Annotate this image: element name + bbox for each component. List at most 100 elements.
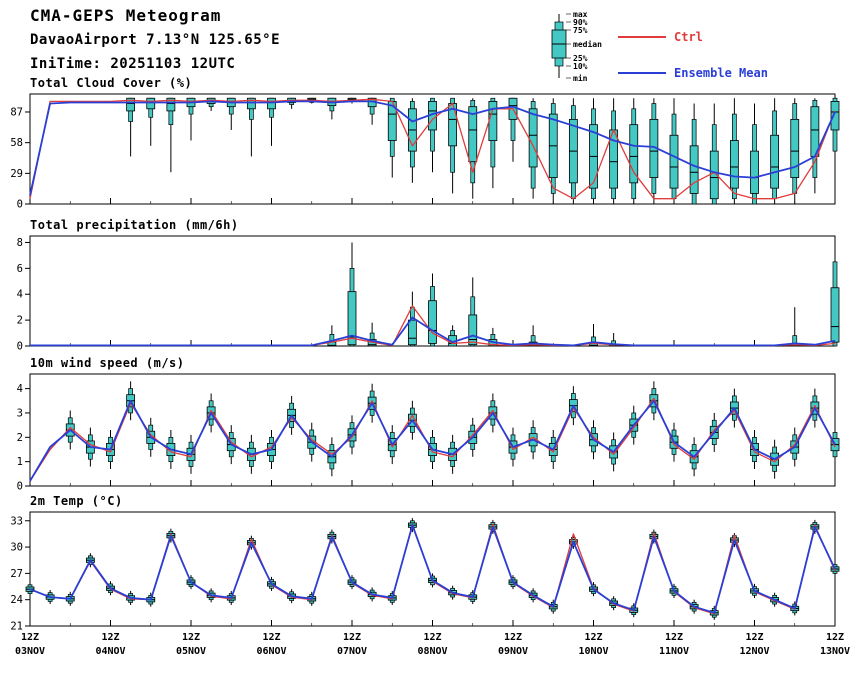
init-time-label: IniTime: 20251103 12UTC [30, 56, 236, 72]
legend-ctrl: Ctrl [618, 30, 703, 44]
box-plot [830, 242, 840, 347]
y-tick-label: 6 [17, 263, 23, 275]
y-tick-label: 1 [17, 456, 23, 468]
y-tick-label: 21 [10, 621, 23, 633]
box-plot [448, 97, 458, 194]
box-plot [428, 97, 437, 173]
box-plot [548, 98, 558, 204]
legend-box-label: 10% [573, 62, 588, 71]
temperature-chart: 21 24 27 30 33 [10, 511, 840, 633]
box-plot [649, 98, 659, 204]
ensemble-mean-line [30, 316, 836, 347]
page-title: CMA-GEPS Meteogram [30, 6, 222, 25]
box-plot [146, 97, 156, 146]
y-tick-label: 58 [10, 137, 23, 149]
x-hour-label: 12Z [584, 632, 602, 643]
x-date-label: 07NOV [337, 646, 367, 657]
ensemble-mean-line [29, 524, 836, 614]
box-plot [126, 97, 136, 157]
time-axis: 12Z 03NOV 12Z 04NOV 12Z 05NOV 12Z 06NOV 12Z 07NOV… [15, 632, 850, 657]
y-tick-label: 0 [17, 199, 23, 211]
y-tick-label: 33 [10, 515, 23, 527]
box-plot [709, 103, 719, 205]
box-plot [568, 98, 578, 204]
y-tick-label: 0 [17, 341, 23, 353]
box-plot [689, 103, 699, 205]
box-plot [830, 425, 840, 465]
box-plot [770, 98, 780, 204]
precipitation-title: Total precipitation (mm/6h) [30, 218, 239, 232]
y-tick-label: 3 [17, 407, 23, 419]
wind-speed-title: 10m wind speed (m/s) [30, 356, 185, 370]
cloud-cover-title: Total Cloud Cover (%) [30, 76, 193, 90]
box-plot [25, 582, 35, 597]
x-hour-label: 12Z [423, 632, 441, 643]
y-tick-label: 87 [10, 106, 23, 118]
box-plot [609, 98, 619, 204]
precipitation-chart: 0 2 4 6 8 [17, 235, 840, 353]
x-hour-label: 12Z [826, 632, 844, 643]
y-tick-label: 4 [17, 289, 23, 301]
legend-box-label: 25% [573, 54, 588, 63]
box-plot [790, 307, 800, 347]
legend-box-label: 90% [573, 18, 588, 27]
box-plot [387, 97, 397, 178]
ctrl-line-swatch [618, 36, 666, 38]
ctrl-line [29, 98, 836, 200]
x-date-label: 09NOV [498, 646, 528, 657]
legend-box-label: median [573, 39, 602, 49]
box-plot [810, 98, 820, 194]
box-plot [166, 97, 176, 173]
box-plot [629, 98, 639, 204]
x-hour-label: 12Z [504, 632, 522, 643]
box-plot [729, 98, 739, 204]
x-date-label: 03NOV [15, 646, 45, 657]
legend-box-label: max [573, 10, 588, 19]
y-tick-label: 27 [10, 568, 23, 580]
wind-speed-chart: 0 1 2 3 4 [17, 373, 840, 493]
x-date-label: 12NOV [739, 646, 769, 657]
cloud-cover-chart: 0 29 58 87 [10, 93, 840, 211]
box-plot [267, 97, 276, 146]
legend-box-label: min [573, 73, 588, 83]
temperature-title: 2m Temp (°C) [30, 494, 123, 508]
legend-box-label: 75% [573, 26, 588, 35]
x-hour-label: 12Z [182, 632, 200, 643]
x-date-label: 13NOV [820, 646, 850, 657]
ensemble-mean-line [29, 399, 836, 482]
box-plot [246, 97, 256, 157]
x-hour-label: 12Z [745, 632, 763, 643]
x-date-label: 11NOV [659, 646, 689, 657]
x-date-label: 10NOV [578, 646, 608, 657]
y-tick-label: 30 [10, 542, 23, 554]
box-plot [468, 277, 478, 347]
x-date-label: 05NOV [176, 646, 206, 657]
y-tick-label: 8 [17, 237, 23, 249]
x-hour-label: 12Z [101, 632, 119, 643]
ensemble-mean-label: Ensemble Mean [674, 66, 768, 80]
y-tick-label: 29 [10, 168, 23, 180]
ensemble-mean-line-swatch [618, 72, 666, 74]
box-plot [347, 242, 357, 347]
box-plot [669, 98, 679, 204]
x-date-label: 04NOV [95, 646, 125, 657]
station-label: DavaoAirport 7.13°N 125.65°E [30, 32, 281, 48]
y-tick-label: 24 [10, 594, 23, 606]
ensemble-mean-line [29, 100, 836, 196]
box-plot [750, 103, 759, 205]
box-plot [407, 98, 417, 183]
x-hour-label: 12Z [665, 632, 683, 643]
ctrl-label: Ctrl [674, 30, 703, 44]
y-tick-label: 2 [17, 315, 23, 327]
y-tick-label: 4 [17, 383, 23, 395]
box-plot [186, 97, 196, 141]
x-hour-label: 12Z [21, 632, 39, 643]
box-plot [488, 97, 498, 189]
y-tick-label: 2 [17, 432, 23, 444]
x-date-label: 06NOV [256, 646, 286, 657]
x-hour-label: 12Z [343, 632, 361, 643]
legend-ensemble-mean: Ensemble Mean [618, 66, 768, 80]
x-hour-label: 12Z [262, 632, 280, 643]
